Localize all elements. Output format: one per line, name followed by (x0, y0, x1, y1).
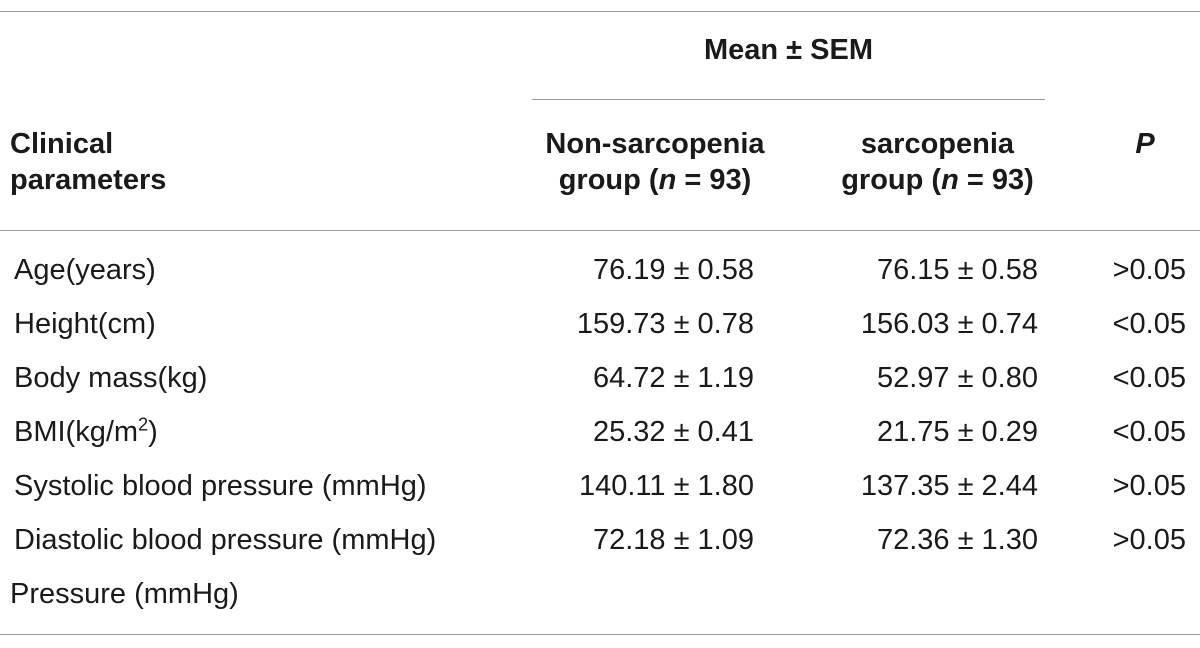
p-value: <0.05 (1112, 308, 1186, 340)
non-sarcopenia-value: 72.18 ± 1.09 (592, 524, 754, 556)
table-row: Diastolic blood pressure (mmHg) 72.18 ± … (0, 513, 1200, 567)
row-label: Height(cm) (14, 308, 156, 340)
sarcopenia-header-line1: sarcopenia (860, 128, 1015, 160)
p-value: <0.05 (1112, 416, 1186, 448)
table-row: BMI(kg/m2) 25.32 ± 0.41 21.75 ± 0.29 <0.… (0, 405, 1200, 459)
table-row: Systolic blood pressure (mmHg) 140.11 ± … (0, 459, 1200, 513)
row-label: Diastolic blood pressure (mmHg) (14, 524, 437, 556)
sarcopenia-header: sarcopenia group (n = 93) (800, 126, 1075, 198)
p-value: >0.05 (1112, 524, 1186, 556)
table-top-rule (0, 11, 1200, 12)
non-sarcopenia-value: 140.11 ± 1.80 (578, 470, 754, 502)
sarcopenia-value: 156.03 ± 0.74 (860, 308, 1038, 340)
sarcopenia-value: 21.75 ± 0.29 (876, 416, 1038, 448)
clinical-header-line1: Clinical (10, 128, 114, 160)
sarcopenia-value: 137.35 ± 2.44 (860, 470, 1038, 502)
sarcopenia-value: 76.15 ± 0.58 (876, 254, 1038, 286)
non-sarcopenia-header: Non-sarcopenia group (n = 93) (520, 126, 790, 198)
non-sarcopenia-header-line1: Non-sarcopenia (545, 128, 765, 160)
p-value-header: P (1135, 128, 1155, 160)
sarcopenia-value: 52.97 ± 0.80 (876, 362, 1038, 394)
row-label: Systolic blood pressure (mmHg) (14, 470, 427, 502)
continuation-label: Pressure (mmHg) (10, 578, 239, 610)
non-sarcopenia-value: 159.73 ± 0.78 (576, 308, 754, 340)
p-value: >0.05 (1112, 470, 1186, 502)
sarcopenia-value: 72.36 ± 1.30 (876, 524, 1038, 556)
row-label: Age(years) (14, 254, 156, 286)
table-row: Height(cm) 159.73 ± 0.78 156.03 ± 0.74 <… (0, 297, 1200, 351)
non-sarcopenia-value: 25.32 ± 0.41 (592, 416, 754, 448)
p-value: >0.05 (1112, 254, 1186, 286)
table-row: Age(years) 76.19 ± 0.58 76.15 ± 0.58 >0.… (0, 243, 1200, 297)
non-sarcopenia-value: 64.72 ± 1.19 (592, 362, 754, 394)
header-span-rule (532, 99, 1045, 100)
clinical-parameters-header: Clinical parameters (10, 126, 166, 198)
non-sarcopenia-header-line2: group (n = 93) (558, 164, 752, 196)
clinical-header-line2: parameters (10, 164, 167, 196)
sarcopenia-header-line2: group (n = 93) (841, 164, 1034, 196)
table-bottom-rule (0, 634, 1200, 635)
table-row: Body mass(kg) 64.72 ± 1.19 52.97 ± 0.80 … (0, 351, 1200, 405)
header-bottom-rule (0, 230, 1200, 231)
non-sarcopenia-value: 76.19 ± 0.58 (592, 254, 754, 286)
p-value: <0.05 (1112, 362, 1186, 394)
table-row-continuation: Pressure (mmHg) (0, 567, 1200, 621)
row-label: BMI(kg/m2) (14, 414, 158, 448)
row-label: Body mass(kg) (14, 362, 208, 394)
mean-sem-header: Mean ± SEM (703, 34, 873, 66)
